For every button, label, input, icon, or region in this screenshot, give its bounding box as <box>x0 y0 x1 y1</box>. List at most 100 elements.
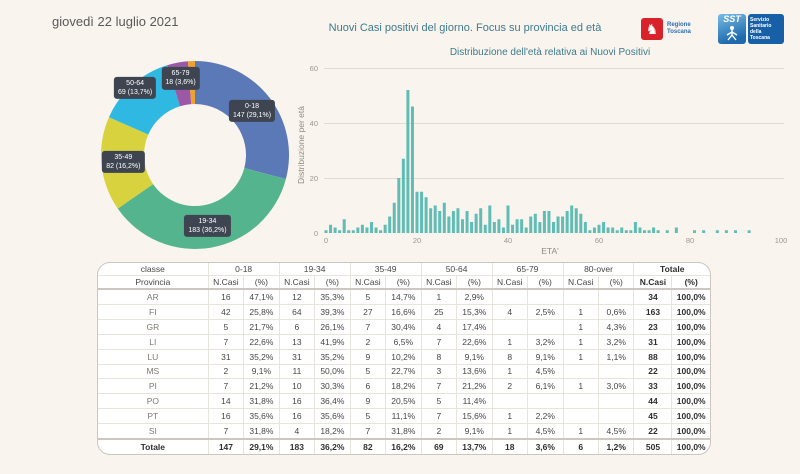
histogram-bar-age-42[interactable] <box>515 219 519 233</box>
table-row-MS[interactable]: MS 2 9,1% 11 50,0% 5 22,7% 3 13,6% 1 4,5% 22 100,0% <box>98 364 710 380</box>
histogram-bar-age-59[interactable] <box>592 227 596 234</box>
histogram-bar-age-49[interactable] <box>547 211 551 233</box>
histogram-bar-age-22[interactable] <box>424 197 428 233</box>
histogram-bar-age-50[interactable] <box>552 222 555 233</box>
histogram-bar-age-86[interactable] <box>715 230 719 233</box>
histogram-bar-age-16[interactable] <box>397 178 401 233</box>
histogram-bar-age-19[interactable] <box>410 106 414 234</box>
histogram-bar-age-24[interactable] <box>433 205 437 234</box>
histogram-bar-age-21[interactable] <box>420 191 424 233</box>
histogram-bar-age-11[interactable] <box>374 227 378 234</box>
histogram-bar-age-28[interactable] <box>451 211 455 233</box>
histogram-bar-age-55[interactable] <box>574 208 578 233</box>
histogram-bar-age-64[interactable] <box>615 230 619 233</box>
age-histogram-chart[interactable] <box>324 68 784 234</box>
histogram-bar-age-93[interactable] <box>747 230 751 233</box>
histogram-bar-age-20[interactable] <box>415 191 419 233</box>
histogram-bar-age-3[interactable] <box>338 230 342 233</box>
table-row-SI[interactable]: SI 7 31,8% 4 18,2% 7 31,8% 2 9,1% 1 4,5% 1 4,5% 22 100… <box>98 423 710 440</box>
histogram-bar-age-63[interactable] <box>611 227 615 234</box>
histogram-bar-age-36[interactable] <box>488 205 492 234</box>
histogram-bar-age-61[interactable] <box>602 222 606 233</box>
histogram-bar-age-41[interactable] <box>511 224 515 233</box>
table-row-FI[interactable]: FI 42 25,8% 64 39,3% 27 16,6% 25 15,3% 4 2,5% 1 0,6%… <box>98 304 710 320</box>
histogram-bar-age-34[interactable] <box>479 208 483 233</box>
histogram-bar-age-14[interactable] <box>388 216 392 234</box>
value-cell: 9 <box>350 349 387 365</box>
histogram-bar-age-73[interactable] <box>656 230 660 233</box>
histogram-bar-age-90[interactable] <box>734 230 737 233</box>
histogram-bar-age-38[interactable] <box>497 219 501 233</box>
histogram-bar-age-37[interactable] <box>492 222 496 233</box>
histogram-bar-age-66[interactable] <box>624 230 628 233</box>
histogram-bar-age-15[interactable] <box>392 202 396 233</box>
histogram-bar-age-88[interactable] <box>724 230 728 233</box>
histogram-bar-age-40[interactable] <box>506 205 510 234</box>
histogram-bar-age-77[interactable] <box>674 227 678 234</box>
histogram-bar-age-43[interactable] <box>520 219 524 233</box>
histogram-bar-age-56[interactable] <box>579 213 583 233</box>
histogram-bar-age-71[interactable] <box>647 230 651 233</box>
histogram-bar-age-25[interactable] <box>438 211 442 233</box>
table-row-PI[interactable]: PI 7 21,2% 10 30,3% 6 18,2% 7 21,2% 2 6,1% 1 3,0% 33 1… <box>98 378 710 395</box>
table-row-PO[interactable]: PO 14 31,8% 16 36,4% 9 20,5% 5 11,4% 44 100,0% <box>98 393 710 410</box>
histogram-bar-age-32[interactable] <box>470 222 474 233</box>
histogram-bar-age-47[interactable] <box>538 222 542 233</box>
histogram-bar-age-51[interactable] <box>556 216 560 234</box>
histogram-bar-age-23[interactable] <box>429 208 433 233</box>
value-cell: 4,3% <box>598 319 635 335</box>
histogram-bar-age-52[interactable] <box>561 216 565 234</box>
donut-slice-19-34[interactable] <box>117 168 286 249</box>
histogram-bar-age-39[interactable] <box>501 227 505 234</box>
histogram-bar-age-70[interactable] <box>643 230 646 233</box>
histogram-bar-age-10[interactable] <box>370 222 373 233</box>
histogram-bar-age-18[interactable] <box>406 90 410 233</box>
histogram-bar-age-65[interactable] <box>620 227 624 234</box>
histogram-bar-age-13[interactable] <box>383 224 387 233</box>
histogram-bar-age-1[interactable] <box>329 224 333 233</box>
histogram-bar-age-60[interactable] <box>597 224 601 233</box>
histogram-bar-age-58[interactable] <box>588 230 592 233</box>
header-ncasi: N.Casi <box>350 275 387 290</box>
histogram-bar-age-5[interactable] <box>347 230 351 233</box>
histogram-bar-age-17[interactable] <box>401 158 405 233</box>
histogram-bar-age-8[interactable] <box>360 224 364 233</box>
table-row-GR[interactable]: GR 5 21,7% 6 26,1% 7 30,4% 4 17,4% 1 4,3% 23 100,0% <box>98 319 710 335</box>
histogram-bar-age-4[interactable] <box>342 219 346 233</box>
histogram-bar-age-67[interactable] <box>629 230 633 233</box>
histogram-bar-age-12[interactable] <box>379 230 383 233</box>
histogram-bar-age-81[interactable] <box>693 230 697 233</box>
histogram-bar-age-69[interactable] <box>638 227 642 234</box>
age-donut-chart[interactable]: 0-18 147 (29,1%) 19-34 183 (36,2%) 35-49 82 (… <box>95 55 295 255</box>
table-row-LI[interactable]: LI 7 22,6% 13 41,9% 2 6,5% 7 22,6% 1 3,2% 1 3,2% 31 10… <box>98 334 710 350</box>
histogram-bar-age-35[interactable] <box>483 224 487 233</box>
histogram-bar-age-62[interactable] <box>606 227 610 234</box>
histogram-bar-age-57[interactable] <box>583 222 587 233</box>
histogram-bar-age-27[interactable] <box>447 216 451 234</box>
table-row-LU[interactable]: LU 31 35,2% 31 35,2% 9 10,2% 8 9,1% 8 9,1% 1 1,1% 88 1… <box>98 349 710 365</box>
histogram-bar-age-48[interactable] <box>542 211 546 233</box>
histogram-bar-age-46[interactable] <box>533 213 537 233</box>
histogram-bar-age-72[interactable] <box>652 227 656 234</box>
histogram-bar-age-33[interactable] <box>474 213 478 233</box>
histogram-bar-age-7[interactable] <box>356 227 360 234</box>
histogram-bar-age-68[interactable] <box>633 222 637 233</box>
table-row-totale[interactable]: Totale 147 29,1% 183 36,2% 82 16,2% 69 13,7% 18 3,… <box>98 438 710 454</box>
histogram-bar-age-83[interactable] <box>702 230 706 233</box>
histogram-bar-age-9[interactable] <box>365 227 369 234</box>
histogram-bar-age-2[interactable] <box>333 227 337 234</box>
histogram-bar-age-6[interactable] <box>351 230 355 233</box>
histogram-bar-age-26[interactable] <box>442 202 446 233</box>
histogram-bar-age-0[interactable] <box>324 230 328 233</box>
histogram-bar-age-30[interactable] <box>461 219 464 233</box>
histogram-bar-age-75[interactable] <box>665 230 669 233</box>
histogram-bar-age-29[interactable] <box>456 208 460 233</box>
table-row-AR[interactable]: AR 16 47,1% 12 35,3% 5 14,7% 1 2,9% 34 100,0% <box>98 289 710 305</box>
histogram-bar-age-45[interactable] <box>529 216 533 234</box>
value-cell <box>598 393 635 410</box>
histogram-bar-age-31[interactable] <box>465 211 469 233</box>
histogram-bar-age-54[interactable] <box>570 205 574 234</box>
table-row-PT[interactable]: PT 16 35,6% 16 35,6% 5 11,1% 7 15,6% 1 2,2% 45 100,0… <box>98 408 710 425</box>
histogram-bar-age-44[interactable] <box>524 227 528 234</box>
histogram-bar-age-53[interactable] <box>565 211 569 233</box>
